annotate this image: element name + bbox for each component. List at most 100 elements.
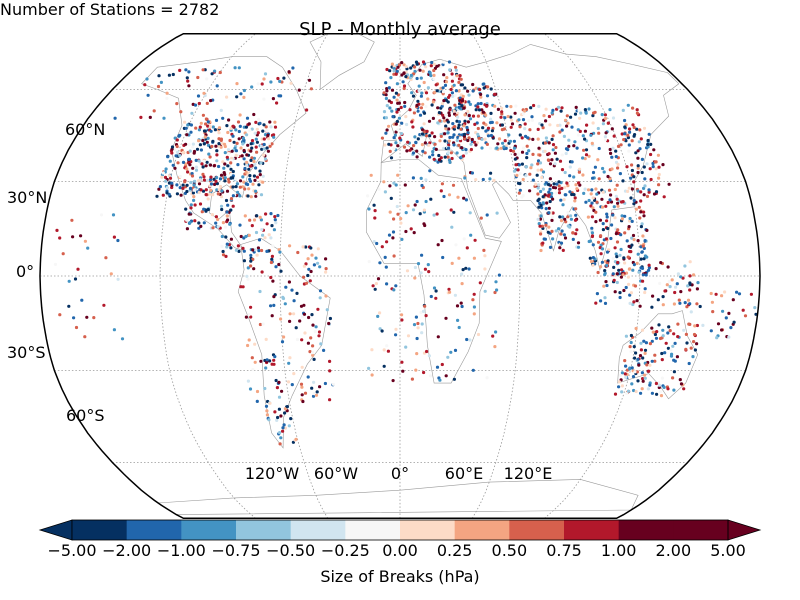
station-point xyxy=(529,106,533,110)
station-point xyxy=(456,115,460,119)
station-point xyxy=(400,318,404,322)
station-point xyxy=(383,190,387,194)
station-point xyxy=(279,317,283,321)
station-point xyxy=(139,115,143,119)
station-point xyxy=(383,255,387,259)
station-point xyxy=(523,122,527,126)
station-point xyxy=(461,154,466,158)
station-point xyxy=(204,122,208,126)
station-point xyxy=(249,158,253,162)
station-point xyxy=(184,126,188,130)
station-point xyxy=(453,103,457,107)
station-point xyxy=(486,126,491,130)
station-point xyxy=(420,183,424,188)
station-point xyxy=(597,177,601,181)
station-point xyxy=(466,138,470,143)
station-point xyxy=(630,163,634,167)
station-point xyxy=(382,348,386,352)
station-point xyxy=(682,328,686,332)
station-point xyxy=(683,264,687,268)
station-point xyxy=(666,265,670,269)
station-point xyxy=(641,377,645,381)
map-title: SLP - Monthly average xyxy=(299,19,501,40)
station-point xyxy=(650,339,654,343)
station-point xyxy=(518,133,522,137)
station-point xyxy=(525,144,529,148)
station-point xyxy=(615,183,619,187)
station-point xyxy=(462,124,466,128)
station-point xyxy=(464,148,468,152)
station-point xyxy=(632,198,636,203)
station-point xyxy=(668,285,672,289)
station-point xyxy=(230,149,234,153)
station-point xyxy=(500,106,504,110)
station-point xyxy=(253,178,257,182)
station-point xyxy=(274,378,278,383)
lon-label-60e: 60°E xyxy=(444,464,484,483)
station-point xyxy=(419,76,423,80)
station-point xyxy=(574,213,578,217)
station-point xyxy=(557,184,561,188)
station-point xyxy=(394,333,398,337)
station-point xyxy=(420,331,424,335)
station-point xyxy=(175,192,179,196)
station-point xyxy=(620,214,624,218)
station-point xyxy=(223,179,227,183)
station-point xyxy=(402,71,406,75)
station-point xyxy=(252,174,256,178)
station-point xyxy=(665,283,669,287)
station-point xyxy=(404,115,408,119)
station-point xyxy=(243,166,247,171)
station-point xyxy=(396,173,400,177)
station-point xyxy=(242,249,246,253)
station-point xyxy=(723,290,727,294)
station-point xyxy=(221,160,225,164)
station-point xyxy=(198,202,203,206)
station-point xyxy=(256,82,260,86)
station-point xyxy=(663,351,667,355)
station-point xyxy=(496,142,500,146)
station-point xyxy=(625,165,629,169)
station-point xyxy=(260,270,264,274)
station-point xyxy=(626,133,630,137)
station-point xyxy=(574,183,578,187)
station-point xyxy=(485,376,489,380)
station-point xyxy=(591,206,595,210)
station-point xyxy=(640,157,645,161)
station-point xyxy=(671,344,675,348)
station-point xyxy=(193,219,197,223)
station-point xyxy=(432,73,436,77)
station-point xyxy=(262,142,266,147)
station-point xyxy=(208,163,213,167)
station-point xyxy=(215,176,219,180)
station-point xyxy=(616,166,620,170)
station-point xyxy=(521,177,525,182)
station-point xyxy=(274,265,278,269)
station-point xyxy=(272,135,276,139)
station-point xyxy=(259,193,264,197)
station-point xyxy=(631,106,635,110)
station-point xyxy=(242,157,246,161)
station-point xyxy=(267,233,271,237)
station-point xyxy=(672,332,676,336)
station-point xyxy=(489,171,493,175)
station-point xyxy=(424,105,428,109)
station-point xyxy=(210,213,214,217)
station-point xyxy=(617,268,621,272)
station-point xyxy=(318,265,322,269)
station-point xyxy=(385,344,389,348)
station-point xyxy=(672,388,676,392)
station-point xyxy=(452,377,456,381)
station-point xyxy=(225,214,229,218)
station-point xyxy=(233,146,237,150)
station-point xyxy=(274,221,278,225)
station-point xyxy=(300,385,304,389)
station-point xyxy=(446,355,450,359)
station-point xyxy=(225,242,229,246)
station-point xyxy=(654,267,658,271)
station-point xyxy=(377,187,381,191)
station-point xyxy=(189,203,193,207)
station-point xyxy=(385,282,389,286)
station-point xyxy=(608,147,612,152)
station-point xyxy=(543,141,548,145)
